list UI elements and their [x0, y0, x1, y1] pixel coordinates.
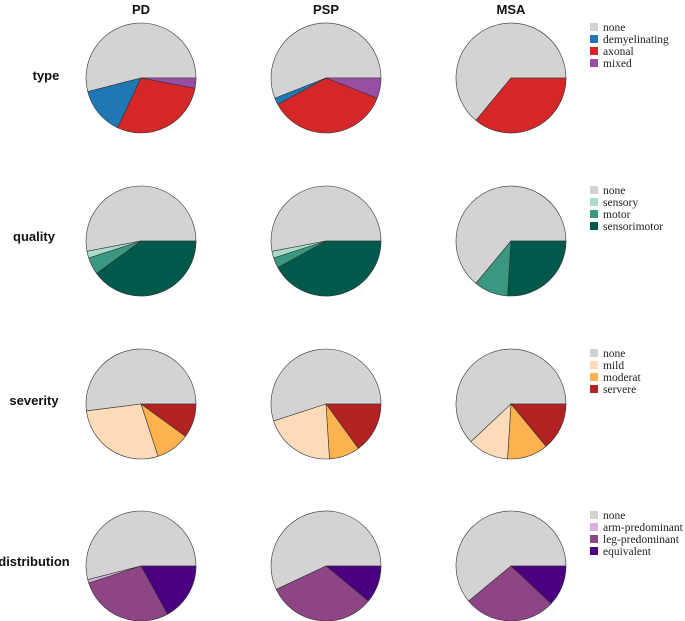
legend-swatch-demyelinating — [590, 35, 598, 43]
pie-slice-none — [270, 348, 382, 422]
pie-slice-sensorimotor — [96, 240, 197, 297]
legend-swatch-arm-predominant — [590, 523, 598, 531]
pie-slice-sensorimotor — [507, 240, 567, 297]
pie-slice-none — [85, 22, 197, 93]
pie-quality-pd — [85, 185, 197, 297]
pie-type-msa — [455, 22, 567, 134]
legends: nonedemyelinatingaxonalmixednonesensorym… — [590, 22, 684, 558]
pie-slice-demyelinating — [87, 77, 142, 129]
legend-label-none: none — [603, 185, 625, 197]
pie-slice-none — [85, 510, 197, 581]
pie-slice-mild — [470, 403, 512, 460]
legend-swatch-none — [590, 349, 598, 357]
pie-slice-mild — [273, 403, 330, 460]
legend-label-arm-predominant: arm-predominant — [603, 522, 684, 534]
pie-slice-leg-predominant — [88, 565, 168, 621]
pie-slice-demyelinating — [274, 77, 327, 105]
legend-swatch-moderat — [590, 373, 598, 381]
pie-severity-psp — [270, 348, 382, 460]
pie-slice-none — [85, 348, 197, 412]
pie-slice-servere — [325, 403, 382, 449]
legend-swatch-none — [590, 511, 598, 519]
pie-slice-equivalent — [140, 565, 197, 615]
legend-label-leg-predominant: leg-predominant — [603, 534, 680, 546]
pie-slice-none — [85, 185, 197, 252]
pie-slice-none — [270, 22, 382, 99]
pie-distribution-pd — [85, 510, 197, 621]
legend-swatch-sensory — [590, 198, 598, 206]
pie-slice-none — [455, 185, 567, 284]
legend-label-servere: servere — [603, 384, 636, 396]
pie-slices — [85, 22, 567, 621]
legend-swatch-equivalent — [590, 547, 598, 555]
legend-swatch-axonal — [590, 47, 598, 55]
column-title-msa: MSA — [497, 2, 527, 17]
legend-swatch-none — [590, 23, 598, 31]
pie-slice-axonal — [277, 77, 378, 134]
pie-quality-msa — [455, 185, 567, 297]
pie-slice-sensory — [86, 240, 142, 259]
pie-slice-none — [455, 348, 567, 443]
pie-slice-none — [270, 510, 382, 590]
legend-swatch-mild — [590, 361, 598, 369]
legend-swatch-sensorimotor — [590, 222, 598, 230]
pie-slice-mild — [86, 403, 159, 460]
pie-slice-sensory — [271, 240, 327, 259]
row-title-type: type — [33, 68, 60, 83]
pie-slice-none — [270, 185, 382, 252]
pie-slice-motor — [475, 240, 512, 297]
pie-type-psp — [270, 22, 382, 134]
legend-label-sensorimotor: sensorimotor — [603, 221, 663, 233]
pie-distribution-psp — [270, 510, 382, 621]
pie-slice-axonal — [117, 77, 196, 134]
legend-swatch-mixed — [590, 59, 598, 67]
row-titles: type quality severity distribution — [0, 68, 70, 569]
pie-severity-msa — [455, 348, 567, 460]
legend-label-mild: mild — [603, 360, 624, 372]
legend-label-moderat: moderat — [603, 372, 641, 384]
pie-slice-none — [455, 22, 567, 121]
pie-quality-psp — [270, 185, 382, 297]
legend-distribution: nonearm-predominantleg-predominantequiva… — [590, 510, 684, 558]
legend-label-equivalent: equivalent — [603, 546, 652, 558]
pie-slice-sensorimotor — [277, 240, 382, 297]
legend-label-none: none — [603, 510, 625, 522]
legend-label-sensory: sensory — [603, 197, 638, 209]
pie-distribution-msa — [455, 510, 567, 621]
legend-label-demyelinating: demyelinating — [603, 34, 669, 46]
pie-type-pd — [85, 22, 197, 134]
legend-label-axonal: axonal — [603, 46, 634, 58]
legend-swatch-motor — [590, 210, 598, 218]
column-titles: PD PSP MSA — [132, 2, 526, 17]
legend-label-mixed: mixed — [603, 58, 632, 70]
legend-swatch-servere — [590, 385, 598, 393]
column-title-psp: PSP — [313, 2, 339, 17]
row-title-distribution: distribution — [0, 554, 70, 569]
row-title-severity: severity — [9, 393, 59, 408]
legend-label-none: none — [603, 22, 625, 34]
pie-severity-pd — [85, 348, 197, 460]
row-title-quality: quality — [13, 229, 56, 244]
legend-swatch-leg-predominant — [590, 535, 598, 543]
legend-label-motor: motor — [603, 209, 631, 221]
pie-slice-arm-predominant — [87, 565, 142, 584]
pie-slice-axonal — [475, 77, 567, 134]
legend-label-none: none — [603, 348, 625, 360]
legend-swatch-none — [590, 186, 598, 194]
column-title-pd: PD — [132, 2, 150, 17]
pie-slice-none — [455, 510, 567, 602]
